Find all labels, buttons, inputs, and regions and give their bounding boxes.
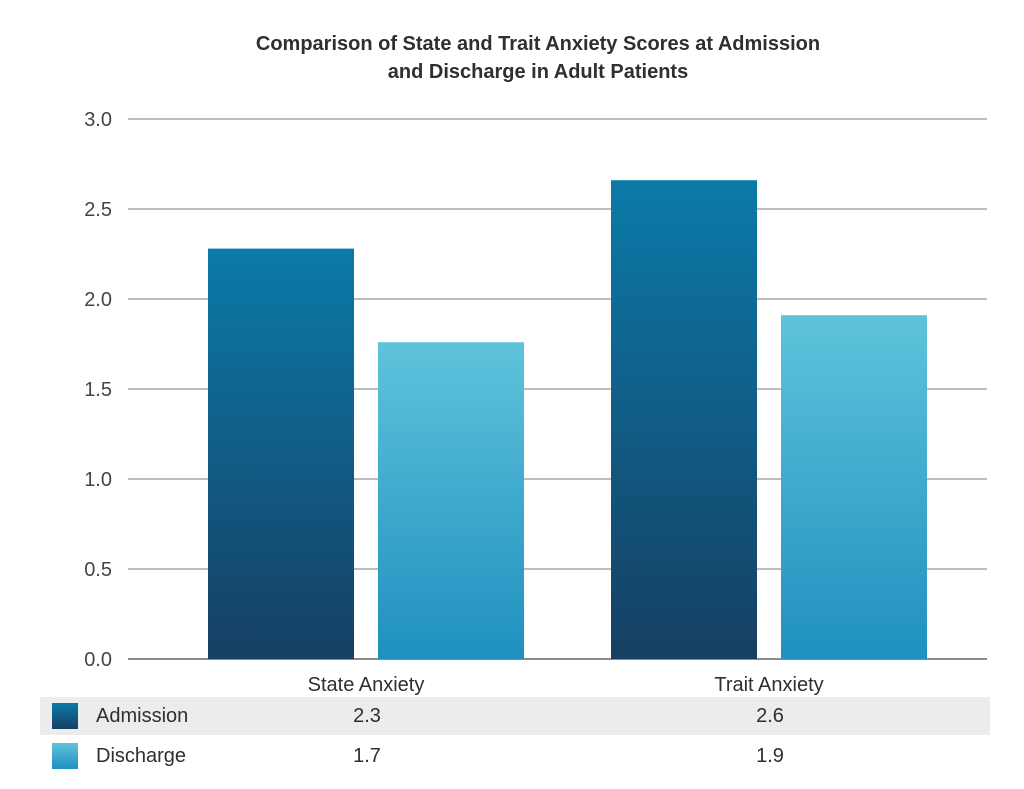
chart-title-line-1: Comparison of State and Trait Anxiety Sc… <box>255 33 821 55</box>
legend-label-admission: Admission <box>96 705 189 727</box>
chart-title: Comparison of State and Trait Anxiety Sc… <box>0 30 1024 86</box>
y-tick-label: 0.5 <box>84 559 112 581</box>
bar-admission-state-anxiety <box>208 248 354 659</box>
y-tick-label: 1.0 <box>84 469 112 491</box>
y-tick-label: 2.5 <box>84 199 112 221</box>
y-tick-label: 3.0 <box>84 109 112 131</box>
x-category-label: State Anxiety <box>308 674 425 696</box>
table-value-admission-state: 2.3 <box>353 705 381 727</box>
table-value-discharge-state: 1.7 <box>353 745 381 767</box>
legend-swatch-discharge <box>52 743 78 769</box>
y-tick-label: 2.0 <box>84 289 112 311</box>
chart-title-line-2: and Discharge in Adult Patients <box>387 61 689 83</box>
legend-swatch-admission <box>52 703 78 729</box>
y-tick-label: 1.5 <box>84 379 112 401</box>
bar-chart: 0.0 0.5 1.0 1.5 2.0 2.5 3.0 State Anxiety Trait… <box>84 109 987 696</box>
bar-discharge-state-anxiety <box>378 342 524 659</box>
table-value-discharge-trait: 1.9 <box>756 745 784 767</box>
y-tick-label: 0.0 <box>84 649 112 671</box>
bar-admission-trait-anxiety <box>611 180 757 659</box>
table-value-admission-trait: 2.6 <box>756 705 784 727</box>
bar-discharge-trait-anxiety <box>781 315 927 659</box>
legend-label-discharge: Discharge <box>96 745 187 767</box>
legend-row-discharge: Discharge 1.7 1.9 <box>40 737 990 775</box>
legend-row-admission: Admission 2.3 2.6 <box>40 697 990 735</box>
x-category-label: Trait Anxiety <box>714 674 823 696</box>
